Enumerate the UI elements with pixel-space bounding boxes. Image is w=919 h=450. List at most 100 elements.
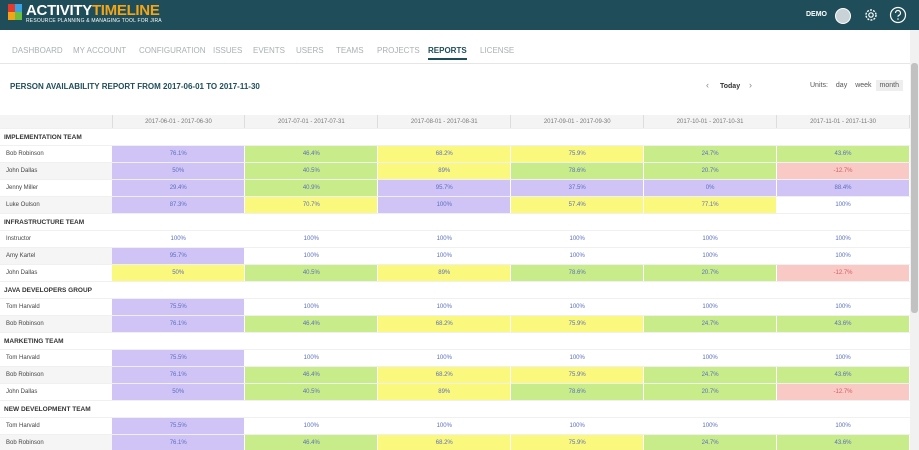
brand-bold: ACTIVITY [26, 2, 92, 19]
column-header: 2017-08-01 - 2017-08-31 [377, 115, 512, 129]
group-row: JAVA DEVELOPERS GROUP [0, 281, 910, 299]
nav-tab[interactable]: PROJECTS [377, 46, 420, 55]
period-arrows[interactable]: ‹ › [706, 80, 753, 90]
person-row: Amy Kartel 95.7% 100% 100% 100% 100% 100% [0, 247, 910, 265]
nav-tab[interactable]: TEAMS [336, 46, 364, 55]
brand-accent: TIMELINE [91, 2, 160, 19]
availability-cell: 100% [377, 349, 512, 367]
availability-cell: 75.9% [510, 315, 645, 333]
availability-cell: 89% [377, 162, 512, 180]
availability-cell: 43.6% [776, 366, 910, 384]
availability-cell: 100% [776, 417, 910, 435]
availability-cell: 20.7% [643, 264, 778, 282]
availability-cell: -12.7% [776, 162, 910, 180]
report-table: 2017-06-01 - 2017-06-30 2017-07-01 - 2017… [0, 115, 910, 450]
availability-cell: 100% [510, 349, 645, 367]
group-name: MARKETING TEAM [0, 332, 910, 350]
availability-cell: 46.4% [244, 434, 379, 450]
person-row: John Dallas 50% 40.5% 89% 78.6% 20.7% -12.7% [0, 264, 910, 282]
availability-cell: 100% [776, 247, 910, 265]
unit-option[interactable]: week [855, 82, 872, 89]
availability-cell: 0% [643, 179, 778, 197]
availability-cell: 76.1% [112, 434, 246, 450]
availability-cell: 29.4% [112, 179, 246, 197]
group-row: NEW DEVELOPMENT TEAM [0, 400, 910, 418]
availability-cell: 43.6% [776, 434, 910, 450]
availability-cell: 75.5% [112, 349, 246, 367]
nav-tab[interactable]: ISSUES [213, 46, 243, 55]
unit-option[interactable]: day [835, 82, 848, 89]
availability-cell: 70.7% [244, 196, 379, 214]
group-name: JAVA DEVELOPERS GROUP [0, 281, 910, 299]
unit-option[interactable]: month [875, 80, 904, 91]
availability-cell: 100% [776, 230, 910, 248]
availability-cell: 24.7% [643, 315, 778, 333]
availability-cell: 100% [643, 230, 778, 248]
person-row: Instructor 100% 100% 100% 100% 100% 100% [0, 230, 910, 248]
availability-cell: 40.5% [244, 264, 379, 282]
person-name: Instructor [0, 230, 112, 248]
person-name: Bob Robinson [0, 434, 112, 450]
person-row: Tom Harvald 75.5% 100% 100% 100% 100% 100% [0, 298, 910, 316]
availability-cell: 50% [112, 162, 246, 180]
availability-cell: 100% [377, 230, 512, 248]
nav-tab[interactable]: MY ACCOUNT [73, 46, 127, 55]
availability-cell: 78.6% [510, 264, 645, 282]
availability-cell: 75.9% [510, 145, 645, 163]
availability-cell: 100% [244, 247, 379, 265]
settings-icon[interactable] [863, 7, 879, 23]
column-header: 2017-06-01 - 2017-06-30 [112, 115, 246, 129]
availability-cell: 100% [776, 349, 910, 367]
availability-cell: 100% [643, 349, 778, 367]
nav-tab[interactable]: CONFIGURATION [139, 46, 206, 55]
scroll-thumb[interactable] [911, 63, 918, 313]
availability-cell: 68.2% [377, 434, 512, 450]
availability-cell: 89% [377, 264, 512, 282]
availability-cell: 24.7% [643, 145, 778, 163]
person-row: Tom Harvald 75.5% 100% 100% 100% 100% 100% [0, 349, 910, 367]
availability-cell: 46.4% [244, 315, 379, 333]
availability-cell: 100% [377, 196, 512, 214]
top-bar: ACTIVITYTIMELINE RESOURCE PLANNING & MAN… [0, 0, 919, 30]
help-icon[interactable] [889, 6, 907, 24]
column-header: 2017-09-01 - 2017-09-30 [510, 115, 645, 129]
availability-cell: 76.1% [112, 366, 246, 384]
nav-tab[interactable]: EVENTS [253, 46, 286, 55]
availability-cell: 40.9% [244, 179, 379, 197]
tagline: RESOURCE PLANNING & MANAGING TOOL FOR JI… [26, 18, 162, 24]
user-name[interactable]: DEMO [806, 11, 827, 18]
availability-cell: 50% [112, 383, 246, 401]
group-name: INFRASTRUCTURE TEAM [0, 213, 910, 231]
availability-cell: 76.1% [112, 145, 246, 163]
availability-cell: 37.5% [510, 179, 645, 197]
person-name: John Dallas [0, 162, 112, 180]
availability-cell: 75.5% [112, 298, 246, 316]
availability-cell: 20.7% [643, 383, 778, 401]
avatar[interactable] [835, 8, 851, 24]
availability-cell: 68.2% [377, 145, 512, 163]
availability-cell: 76.1% [112, 315, 246, 333]
group-name: NEW DEVELOPMENT TEAM [0, 400, 910, 418]
nav-tab[interactable]: LICENSE [480, 46, 515, 55]
column-header: 2017-11-01 - 2017-11-30 [776, 115, 910, 129]
availability-cell: 100% [643, 247, 778, 265]
availability-cell: 77.1% [643, 196, 778, 214]
availability-cell: 40.5% [244, 162, 379, 180]
today-button[interactable]: Today [720, 83, 741, 90]
availability-cell: 100% [377, 298, 512, 316]
nav-tab[interactable]: DASHBOARD [12, 46, 63, 55]
scrollbar[interactable] [910, 30, 919, 450]
person-row: John Dallas 50% 40.5% 89% 78.6% 20.7% -12.7% [0, 383, 910, 401]
nav-tab[interactable]: REPORTS [428, 46, 467, 60]
availability-cell: 100% [244, 230, 379, 248]
availability-cell: 40.5% [244, 383, 379, 401]
nav-tab[interactable]: USERS [296, 46, 324, 55]
availability-cell: 43.6% [776, 145, 910, 163]
availability-cell: 87.3% [112, 196, 246, 214]
availability-cell: 100% [776, 196, 910, 214]
availability-cell: 100% [112, 230, 246, 248]
availability-cell: 89% [377, 383, 512, 401]
availability-cell: 100% [510, 247, 645, 265]
person-name: Tom Harvald [0, 349, 112, 367]
person-row: Bob Robinson 76.1% 46.4% 68.2% 75.9% 24.7% 43.… [0, 145, 910, 163]
